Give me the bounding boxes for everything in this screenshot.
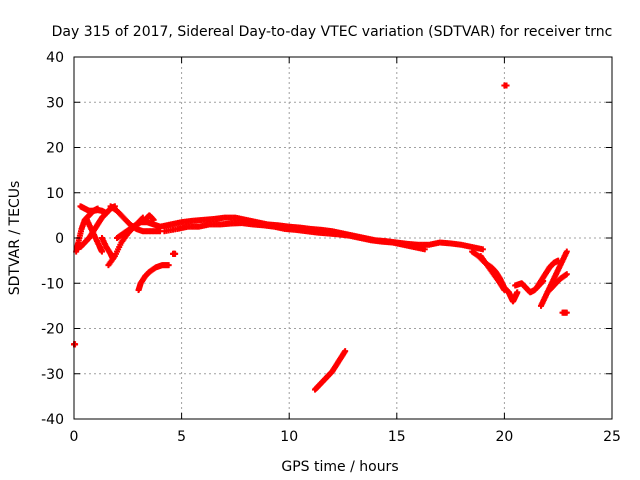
- x-tick-label: 10: [280, 429, 298, 445]
- y-tick-label: 10: [46, 186, 64, 202]
- data-point: [501, 287, 508, 294]
- y-tick-label: -30: [41, 367, 64, 383]
- data-point: [563, 309, 570, 316]
- data-points: [71, 82, 570, 393]
- data-point: [479, 246, 486, 253]
- data-point: [150, 216, 157, 223]
- y-axis-title: SDTVAR / TECUs: [7, 181, 23, 296]
- x-tick-label: 15: [388, 429, 406, 445]
- x-tick-label: 20: [495, 429, 513, 445]
- x-axis-title: GPS time / hours: [281, 459, 398, 475]
- grid: [74, 57, 612, 419]
- x-tick-label: 25: [603, 429, 621, 445]
- data-point: [563, 248, 570, 255]
- y-tick-label: 30: [46, 95, 64, 111]
- data-point: [98, 248, 105, 255]
- axis-ticks: [73, 56, 613, 420]
- data-point: [563, 271, 570, 278]
- data-point: [342, 348, 349, 355]
- y-tick-labels: -40 -30 -20 -10 0 10 20 30 40: [41, 50, 64, 428]
- data-point: [503, 82, 510, 89]
- y-tick-label: 0: [55, 231, 64, 247]
- x-tick-labels: 0 5 10 15 20 25: [70, 429, 621, 445]
- y-tick-label: -40: [41, 412, 64, 428]
- data-point: [514, 289, 521, 296]
- data-point: [555, 257, 562, 264]
- data-point: [72, 341, 79, 348]
- y-tick-label: 40: [46, 50, 64, 66]
- data-point: [421, 246, 428, 253]
- chart-title: Day 315 of 2017, Sidereal Day-to-day VTE…: [52, 24, 613, 40]
- data-point: [103, 210, 110, 217]
- x-tick-label: 5: [177, 429, 186, 445]
- x-tick-label: 0: [70, 429, 79, 445]
- y-tick-label: 20: [46, 141, 64, 157]
- y-tick-label: -20: [41, 322, 64, 338]
- data-point: [172, 250, 179, 257]
- y-tick-label: -10: [41, 276, 64, 292]
- data-point: [165, 262, 172, 269]
